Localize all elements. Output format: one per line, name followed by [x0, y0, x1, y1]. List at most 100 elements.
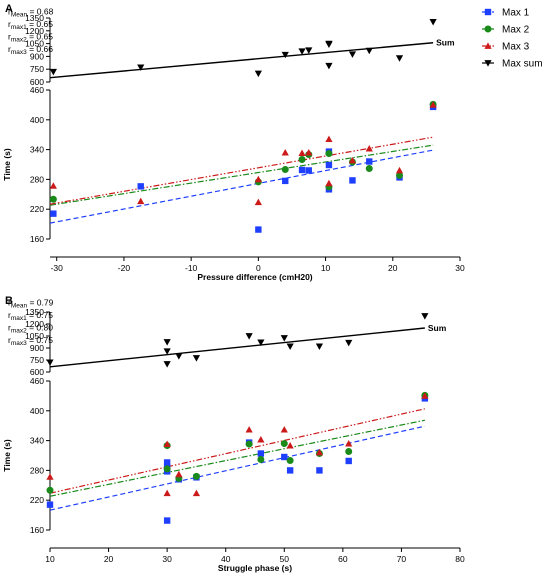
panel-a-ytick-label-upper: 900 [30, 51, 44, 61]
panel-a-point-max2 [298, 156, 306, 164]
panel-a-point-max3 [365, 145, 373, 152]
panel-a-point-sum [395, 55, 404, 62]
panel-b-point-max1 [286, 467, 294, 474]
panel-a-point-sum [325, 62, 333, 70]
panel-a-point-sum [254, 70, 262, 78]
panel-a-ytick-label-upper: 600 [30, 77, 44, 87]
panel-a-point-sum [281, 51, 289, 59]
panel-b-ytick-label-upper: 1200 [25, 319, 44, 329]
panel-b-letter: B [5, 295, 13, 307]
panel-a-point-sum [137, 64, 145, 71]
panel-b-point-max2 [286, 456, 294, 464]
panel-b-stat-3: rmax3 = 0.75 [8, 335, 53, 347]
panel-b-ytick-label-lower: 400 [30, 406, 44, 416]
panel-a-letter: A [5, 3, 13, 15]
panel-b-point-max1 [281, 453, 288, 461]
panel-a-stat-0: rMean = 0.68 [8, 7, 54, 19]
panel-a-stat-1: rmax1 = 0.65 [8, 19, 53, 31]
panel-a-point-max3 [298, 149, 306, 156]
panel-b-ytick-label-upper: 750 [30, 355, 44, 365]
panel-a-point-sum [348, 51, 357, 58]
panel-b-xtick-label: 30 [162, 554, 172, 564]
panel-b-x-axis-label: Struggle phase (s) [218, 563, 292, 573]
panel-b-xtick-label: 80 [455, 554, 465, 564]
panel-b-point-sum [175, 353, 183, 360]
panel-b-fit-max3 [49, 408, 425, 494]
panel-b-point-sum [46, 359, 54, 366]
panel-a-point-max1 [325, 161, 333, 169]
panel-a-fit-sum [49, 42, 434, 79]
legend-marker-max2 [484, 25, 492, 33]
panel-a-point-max1 [349, 177, 356, 184]
panel-a-point-max1 [305, 167, 312, 174]
panel-a-point-max1 [50, 210, 57, 217]
panel-b-ytick-label-upper: 600 [30, 367, 44, 377]
panel-b-y-axis-label: Time (s) [2, 439, 12, 472]
legend-marker-max3 [484, 42, 492, 49]
panel-a-y-axis-label: Time (s) [2, 148, 12, 181]
panel-b-ytick-label-lower: 460 [30, 376, 44, 386]
panel-b: B 60075090010501200135016022028034040046… [2, 295, 465, 573]
panel-a-xtick-label: -20 [118, 263, 131, 273]
panel-b-point-max1 [46, 501, 54, 508]
panel-b-point-sum [163, 361, 171, 368]
panel-a-point-sum [305, 47, 313, 54]
panel-b-point-sum [257, 339, 265, 346]
panel-a-xtick-label: 0 [256, 263, 261, 273]
panel-b-point-max3 [345, 439, 353, 447]
panel-a-ytick-label-upper: 1200 [25, 26, 44, 36]
legend-label-max3: Max 3 [502, 42, 530, 53]
panel-b-point-max1 [316, 467, 323, 474]
panel-b-stat-1: rmax1 = 0.75 [8, 310, 53, 322]
legend-marker-sum [484, 60, 492, 67]
panel-b-point-max3 [192, 489, 201, 497]
panel-b-fit-max2 [49, 419, 425, 497]
panel-b-point-max3 [46, 473, 54, 480]
panel-a-point-max2 [281, 165, 289, 173]
panel-b-point-sum [163, 339, 171, 346]
panel-a-ytick-label-upper: 1350 [25, 13, 44, 23]
panel-a-ytick-label-lower: 340 [30, 145, 44, 155]
panel-b-ytick-label-lower: 340 [30, 436, 44, 446]
panel-a-sum-line-label: Sum [436, 38, 455, 48]
panel-a-xtick-label: 10 [321, 263, 331, 273]
panel-b-point-max3 [280, 426, 288, 433]
legend: Max 1 Max 2 Max 3 Max sum [482, 8, 543, 70]
panel-a-fit-max3 [49, 136, 434, 205]
panel-a-ytick-label-lower: 220 [30, 204, 44, 214]
panel-a-stat-2: rmax2 = 0.65 [8, 32, 53, 44]
panel-b-xtick-label: 20 [104, 554, 114, 564]
panel-a-ytick-label-lower: 460 [30, 85, 44, 95]
panel-a-xtick-label: -10 [185, 263, 198, 273]
panel-a-point-max1 [282, 177, 289, 185]
panel-a-point-max3 [348, 156, 357, 164]
panel-b-point-max3 [163, 489, 171, 497]
panel-b-point-max1 [163, 517, 171, 524]
panel-b-point-max3 [175, 470, 183, 478]
panel-b-ytick-label-upper: 900 [30, 343, 44, 353]
panel-b-point-sum [280, 335, 288, 342]
panel-b-point-sum [286, 343, 294, 350]
panel-a-point-max3 [254, 198, 262, 206]
panel-b-fit-sum [49, 327, 425, 368]
panel-a-xtick-label: -30 [51, 263, 64, 273]
legend-marker-max1 [484, 8, 492, 16]
panel-b-ytick-label-upper: 1350 [25, 307, 44, 317]
panel-b-xtick-label: 10 [45, 554, 55, 564]
panel-b-xtick-label: 60 [338, 554, 348, 564]
panel-a-point-max3 [395, 166, 404, 174]
panel-a: A 600 750 900 1050 1200 1350 160 220 280 340 400 46… [2, 3, 465, 282]
panel-b-point-sum [245, 333, 253, 340]
panel-b-ytick-label-lower: 280 [30, 465, 44, 475]
panel-a-x-axis-label: Pressure difference (cmH20) [197, 272, 312, 282]
panel-a-point-sum [298, 48, 306, 55]
panel-a-xtick-label: 20 [388, 263, 398, 273]
panel-b-point-max2 [280, 440, 288, 448]
panel-a-point-max3 [429, 101, 437, 108]
panel-a-point-sum [325, 40, 333, 48]
panel-a-point-sum [429, 18, 437, 26]
panel-b-point-sum [163, 348, 171, 355]
panel-a-point-max3 [305, 148, 313, 156]
panel-a-point-max3 [49, 182, 57, 189]
